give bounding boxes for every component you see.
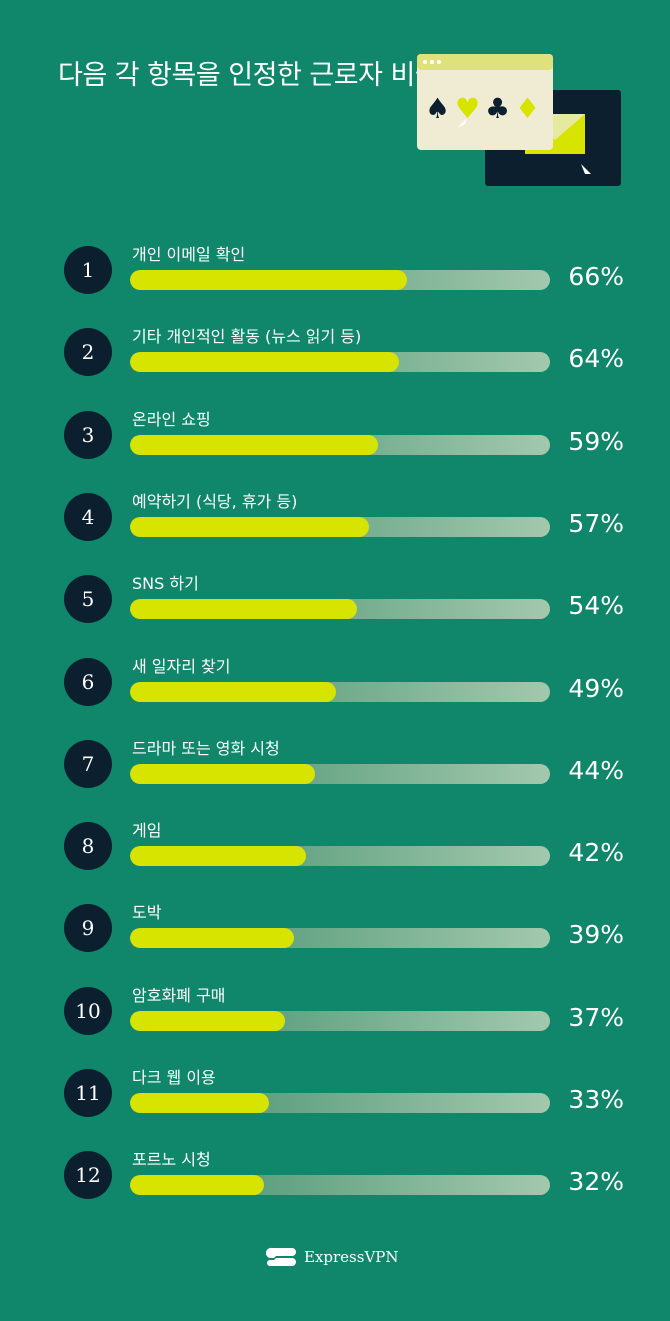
diamond-icon: ♦ — [515, 92, 540, 125]
bar-row: 4 예약하기 (식당, 휴가 등) 57% — [0, 492, 670, 562]
bar-track — [130, 352, 550, 373]
value-label: 33% — [568, 1085, 624, 1114]
cursor-icon — [581, 164, 591, 174]
value-label: 57% — [568, 508, 624, 538]
value-label: 42% — [568, 838, 624, 868]
bar — [130, 1010, 286, 1031]
rank-badge: 5 — [64, 575, 112, 624]
rank-badge: 9 — [64, 904, 112, 953]
bar-row: 11 다크 웹 이용 33% — [0, 1068, 670, 1138]
bar-row: 2 기타 개인적인 활동 (뉴스 읽기 등) 64% — [0, 327, 670, 397]
value-label: 44% — [568, 755, 624, 785]
bar-track — [130, 270, 550, 290]
bar-track — [130, 681, 550, 702]
rank-badge: 12 — [64, 1151, 112, 1200]
bar-row: 1 개인 이메일 확인 66% — [0, 245, 670, 315]
category-label: 예약하기 (식당, 휴가 등) — [132, 491, 298, 511]
category-label: 기타 개인적인 활동 (뉴스 읽기 등) — [132, 327, 362, 347]
rank-badge: 3 — [64, 410, 112, 459]
expressvpn-logo-icon — [266, 1247, 296, 1266]
bar-row: 8 게임 42% — [0, 821, 670, 891]
brand-name: ExpressVPN — [304, 1248, 399, 1266]
category-label: 새 일자리 찾기 — [132, 656, 231, 676]
category-label: 온라인 쇼핑 — [132, 409, 211, 429]
value-label: 54% — [568, 591, 624, 621]
bar-track — [130, 434, 550, 455]
rank-badge: 11 — [64, 1069, 112, 1117]
bar-track — [130, 928, 550, 949]
category-label: 포르노 시청 — [132, 1150, 211, 1170]
category-label: 게임 — [132, 821, 162, 841]
category-label: 도박 — [132, 903, 162, 923]
value-label: 37% — [568, 1002, 624, 1032]
value-label: 32% — [568, 1167, 624, 1197]
bar-row: 7 드라마 또는 영화 시청 44% — [0, 739, 670, 809]
club-icon: ♣ — [485, 92, 510, 125]
bar-track — [130, 1093, 550, 1113]
bar — [130, 434, 378, 455]
bar — [130, 599, 357, 620]
bar-track — [130, 516, 550, 537]
bar-row: 3 온라인 쇼핑 59% — [0, 410, 670, 480]
rank-badge: 4 — [64, 492, 112, 541]
chart-title: 다음 각 항목을 인정한 근로자 비율 — [58, 60, 440, 91]
bar-row: 9 도박 39% — [0, 903, 670, 973]
bar-track — [130, 599, 550, 620]
browser-cards-email-illustration: ♠ ♥ ♣ ♦ — [417, 54, 621, 186]
value-label: 39% — [568, 920, 624, 950]
rank-badge: 7 — [64, 739, 112, 788]
rank-badge: 6 — [64, 657, 112, 706]
heart-icon: ♥ — [455, 92, 480, 125]
category-label: 개인 이메일 확인 — [132, 245, 246, 264]
cursor-icon — [457, 118, 467, 128]
bar-track — [130, 1010, 550, 1031]
value-label: 66% — [568, 262, 624, 291]
bar-row: 5 SNS 하기 54% — [0, 574, 670, 644]
category-label: 암호화폐 구매 — [132, 985, 226, 1005]
bar — [130, 928, 294, 949]
rank-badge: 1 — [64, 246, 112, 294]
bar-track — [130, 763, 550, 784]
value-label: 64% — [568, 344, 624, 374]
bar — [130, 270, 408, 290]
spade-icon: ♠ — [425, 92, 450, 125]
bar-track — [130, 846, 550, 867]
bar-row: 6 새 일자리 찾기 49% — [0, 657, 670, 727]
bar — [130, 763, 315, 784]
value-label: 49% — [568, 673, 624, 703]
bar — [130, 681, 336, 702]
category-label: SNS 하기 — [132, 574, 199, 594]
rank-badge: 10 — [64, 986, 112, 1035]
expressvpn-logo: ExpressVPN — [266, 1246, 399, 1268]
bar — [130, 352, 399, 373]
value-label: 59% — [568, 426, 624, 456]
bar — [130, 846, 307, 867]
bar — [130, 1175, 265, 1196]
bar-track — [130, 1175, 550, 1196]
rank-badge: 2 — [64, 328, 112, 377]
category-label: 다크 웹 이용 — [132, 1068, 216, 1087]
category-label: 드라마 또는 영화 시청 — [132, 738, 280, 758]
bar — [130, 1093, 269, 1113]
bar — [130, 516, 370, 537]
bar-row: 10 암호화폐 구매 37% — [0, 986, 670, 1056]
rank-badge: 8 — [64, 822, 112, 871]
bar-row: 12 포르노 시청 32% — [0, 1150, 670, 1220]
